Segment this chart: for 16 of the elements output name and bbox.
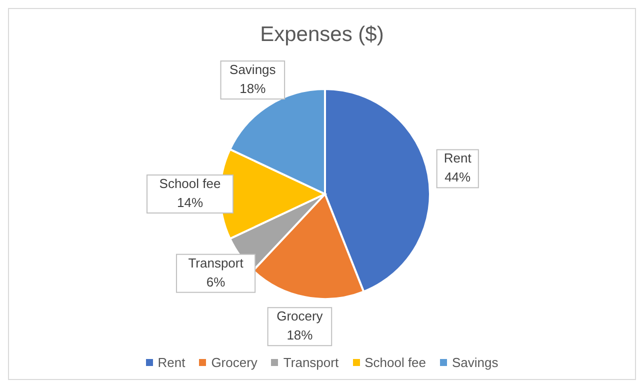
legend-label: School fee bbox=[364, 355, 426, 370]
slice-label: School fee bbox=[159, 176, 221, 191]
legend-label: Savings bbox=[451, 355, 498, 370]
data-label: 44% bbox=[444, 170, 472, 185]
slice-label: Transport bbox=[188, 255, 244, 270]
slice-label: Savings bbox=[230, 62, 276, 78]
data-label: 14% bbox=[176, 195, 204, 210]
legend-label: Rent bbox=[156, 355, 186, 370]
data-label: 18% bbox=[240, 81, 266, 96]
slice-label: Rent bbox=[444, 150, 472, 166]
data-label: 18% bbox=[286, 328, 314, 343]
legend-label: Transport bbox=[282, 355, 339, 370]
chart-title: Expenses ($) bbox=[259, 23, 385, 47]
data-label: 6% bbox=[206, 274, 226, 290]
slice-label: Grocery bbox=[276, 308, 324, 324]
legend-label: Grocery bbox=[210, 355, 258, 370]
